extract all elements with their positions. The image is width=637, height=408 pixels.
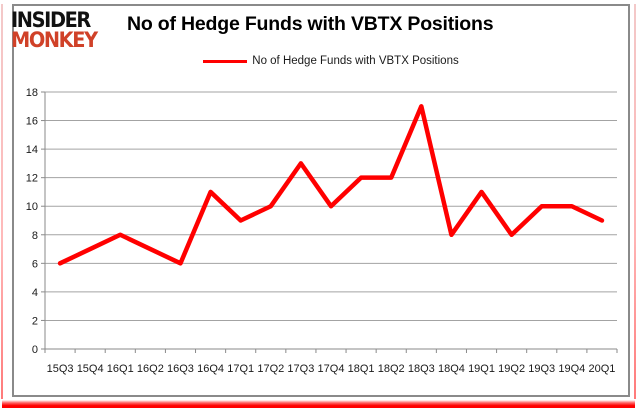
y-axis-label: 2 bbox=[32, 315, 38, 327]
x-axis-label: 16Q4 bbox=[197, 363, 224, 375]
x-axis-label: 19Q2 bbox=[498, 363, 525, 375]
x-axis-label: 15Q4 bbox=[77, 363, 104, 375]
y-axis-label: 10 bbox=[26, 201, 38, 213]
x-axis-label: 18Q1 bbox=[348, 363, 375, 375]
page-title: No of Hedge Funds with VBTX Positions bbox=[127, 13, 494, 35]
y-axis-label: 12 bbox=[26, 173, 38, 185]
x-axis-label: 17Q4 bbox=[318, 363, 345, 375]
x-axis-label: 16Q2 bbox=[137, 363, 164, 375]
y-axis-label: 0 bbox=[32, 344, 38, 356]
x-axis-label: 17Q2 bbox=[257, 363, 284, 375]
y-axis-label: 4 bbox=[32, 287, 38, 299]
x-axis-label: 18Q4 bbox=[438, 363, 465, 375]
y-axis-label: 8 bbox=[32, 230, 38, 242]
x-axis-label: 16Q3 bbox=[167, 363, 194, 375]
logo-line-insider: INSIDER bbox=[11, 8, 91, 32]
red-edge-left bbox=[1, 4, 3, 399]
x-axis-label: 17Q3 bbox=[287, 363, 314, 375]
red-edge-bottom bbox=[2, 400, 635, 408]
red-edge-right bbox=[634, 4, 636, 399]
insider-monkey-logo: INSIDER MONKEY bbox=[11, 8, 98, 52]
x-axis-label: 19Q4 bbox=[558, 363, 585, 375]
legend-label: No of Hedge Funds with VBTX Positions bbox=[252, 55, 459, 67]
x-axis-label: 18Q3 bbox=[408, 363, 435, 375]
x-axis-label: 17Q1 bbox=[227, 363, 254, 375]
y-axis-label: 18 bbox=[26, 87, 38, 99]
x-axis-label: 18Q2 bbox=[378, 363, 405, 375]
x-axis-label: 15Q3 bbox=[47, 363, 74, 375]
x-axis-label: 19Q1 bbox=[468, 363, 495, 375]
x-axis-label: 19Q3 bbox=[528, 363, 555, 375]
logo-line-monkey: MONKEY bbox=[11, 27, 98, 52]
y-axis-label: 6 bbox=[32, 258, 38, 270]
chart-frame-border bbox=[12, 4, 630, 397]
legend-line-swatch bbox=[203, 59, 248, 63]
legend: No of Hedge Funds with VBTX Positions bbox=[45, 53, 617, 69]
y-axis-label: 14 bbox=[26, 144, 38, 156]
x-axis-label: 20Q1 bbox=[588, 363, 615, 375]
data-line-series bbox=[57, 104, 605, 266]
x-axis-label: 16Q1 bbox=[107, 363, 134, 375]
y-axis-label: 16 bbox=[26, 116, 38, 128]
